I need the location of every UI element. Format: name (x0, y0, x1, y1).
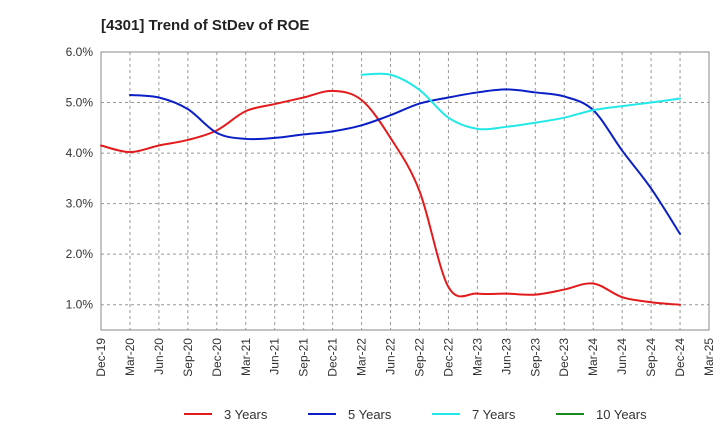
x-tick-label: Mar-21 (239, 338, 253, 376)
series-lines (100, 72, 682, 306)
grid-lines (101, 51, 709, 330)
legend-label: 7 Years (472, 407, 516, 422)
legend-label: 5 Years (348, 407, 392, 422)
plot-area (100, 51, 710, 331)
legend: 3 Years 5 Years 7 Years 10 Years (184, 407, 647, 422)
x-tick-label: Mar-25 (702, 338, 716, 376)
x-tick-label: Jun-21 (268, 338, 282, 375)
x-tick-label: Mar-22 (355, 338, 369, 376)
x-tick-label: Sep-21 (297, 338, 311, 377)
y-axis-ticks: 1.0% 2.0% 3.0% 4.0% 5.0% 6.0% (66, 45, 94, 312)
series-line-7-years (360, 72, 682, 131)
x-tick-label: Sep-22 (412, 338, 426, 377)
series-line-5-years (128, 88, 682, 235)
y-tick-label: 4.0% (66, 146, 94, 160)
x-tick-label: Dec-21 (326, 338, 340, 377)
x-tick-label: Sep-24 (644, 338, 658, 377)
x-tick-label: Dec-23 (557, 338, 571, 377)
x-tick-label: Mar-20 (123, 338, 137, 376)
x-tick-label: Jun-24 (615, 338, 629, 375)
x-tick-label: Sep-23 (528, 338, 542, 377)
y-tick-label: 6.0% (66, 45, 94, 59)
y-tick-label: 3.0% (66, 197, 94, 211)
x-tick-label: Mar-24 (586, 338, 600, 376)
legend-label: 3 Years (224, 407, 268, 422)
series-line-3-years (100, 89, 682, 306)
x-tick-label: Jun-23 (499, 338, 513, 375)
chart-title: [4301] Trend of StDev of ROE (101, 17, 309, 34)
legend-label: 10 Years (596, 407, 647, 422)
x-tick-label: Jun-22 (384, 338, 398, 375)
y-tick-label: 2.0% (66, 247, 94, 261)
x-tick-label: Dec-24 (673, 338, 687, 377)
y-tick-label: 1.0% (66, 298, 94, 312)
x-tick-label: Dec-20 (210, 338, 224, 377)
x-tick-label: Dec-22 (441, 338, 455, 377)
x-tick-label: Dec-19 (94, 338, 108, 377)
x-axis-ticks: Dec-19 Mar-20 Jun-20 Sep-20 Dec-20 Mar-21 Jun-… (94, 338, 716, 377)
y-tick-label: 5.0% (66, 96, 94, 110)
x-tick-label: Jun-20 (152, 338, 166, 375)
x-tick-label: Sep-20 (181, 338, 195, 377)
x-tick-label: Mar-23 (470, 338, 484, 376)
